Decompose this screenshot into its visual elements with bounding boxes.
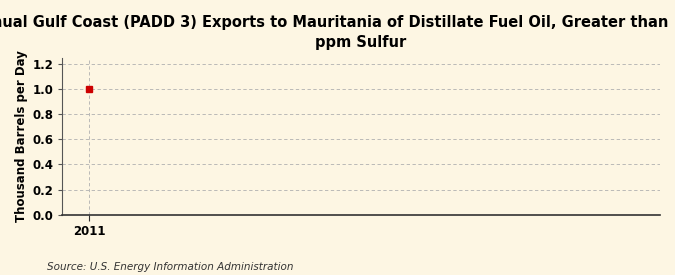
Text: Source: U.S. Energy Information Administration: Source: U.S. Energy Information Administ… <box>47 262 294 272</box>
Y-axis label: Thousand Barrels per Day: Thousand Barrels per Day <box>15 50 28 222</box>
Title: Annual Gulf Coast (PADD 3) Exports to Mauritania of Distillate Fuel Oil, Greater: Annual Gulf Coast (PADD 3) Exports to Ma… <box>0 15 675 50</box>
